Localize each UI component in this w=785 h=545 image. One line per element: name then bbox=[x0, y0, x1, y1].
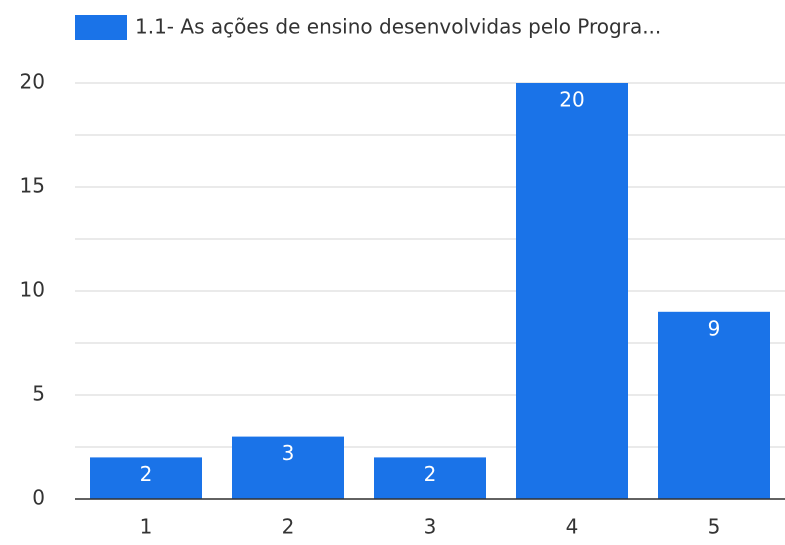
bar bbox=[516, 83, 628, 499]
bar bbox=[90, 457, 202, 499]
y-tick-label: 5 bbox=[32, 382, 45, 406]
data-label: 20 bbox=[559, 88, 584, 112]
legend-swatch bbox=[75, 15, 127, 40]
data-label: 2 bbox=[424, 462, 437, 486]
x-tick-label: 3 bbox=[424, 515, 437, 539]
y-tick-label: 10 bbox=[20, 278, 45, 302]
bar bbox=[374, 457, 486, 499]
x-tick-label: 5 bbox=[708, 515, 721, 539]
data-label: 9 bbox=[708, 316, 721, 340]
y-tick-label: 20 bbox=[20, 70, 45, 94]
bar bbox=[658, 311, 770, 499]
y-tick-label: 0 bbox=[32, 486, 45, 510]
data-label: 3 bbox=[282, 441, 295, 465]
legend-label: 1.1- As ações de ensino desenvolvidas pe… bbox=[135, 15, 661, 39]
bar bbox=[232, 436, 344, 499]
y-tick-label: 15 bbox=[20, 174, 45, 198]
x-tick-label: 1 bbox=[140, 515, 153, 539]
x-tick-label: 4 bbox=[566, 515, 579, 539]
data-label: 2 bbox=[140, 462, 153, 486]
x-tick-label: 2 bbox=[282, 515, 295, 539]
